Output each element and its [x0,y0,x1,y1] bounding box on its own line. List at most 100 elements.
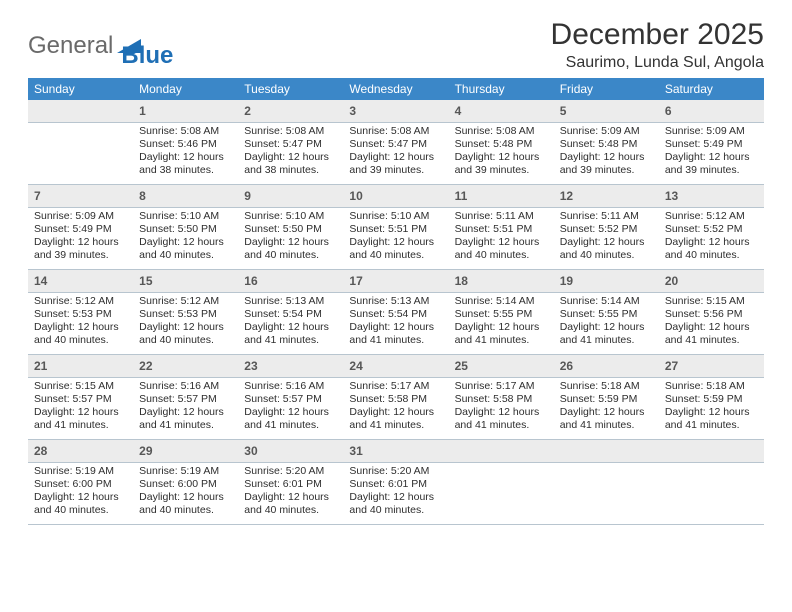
day-number-cell: 3 [343,100,448,123]
day-number-cell: 11 [449,185,554,208]
sunrise-text: Sunrise: 5:12 AM [34,295,127,308]
day-content-cell: Sunrise: 5:13 AMSunset: 5:54 PMDaylight:… [238,293,343,355]
sunset-text: Sunset: 5:55 PM [455,308,548,321]
day-number: 14 [34,274,47,288]
sunset-text: Sunset: 5:51 PM [455,223,548,236]
sunrise-text: Sunrise: 5:15 AM [665,295,758,308]
daylight-text: Daylight: 12 hours and 41 minutes. [665,406,758,432]
day-number-cell: 2 [238,100,343,123]
day-number: 2 [244,104,251,118]
day-content-cell: Sunrise: 5:19 AMSunset: 6:00 PMDaylight:… [133,463,238,525]
sunset-text: Sunset: 5:52 PM [665,223,758,236]
daylight-text: Daylight: 12 hours and 40 minutes. [560,236,653,262]
day-content-cell: Sunrise: 5:16 AMSunset: 5:57 PMDaylight:… [133,378,238,440]
sunset-text: Sunset: 5:49 PM [665,138,758,151]
day-content-cell: Sunrise: 5:17 AMSunset: 5:58 PMDaylight:… [343,378,448,440]
sunrise-text: Sunrise: 5:17 AM [349,380,442,393]
day-content-cell: Sunrise: 5:11 AMSunset: 5:51 PMDaylight:… [449,208,554,270]
day-number: 7 [34,189,41,203]
logo-text-general: General [28,32,113,60]
daylight-text: Daylight: 12 hours and 40 minutes. [665,236,758,262]
daylight-text: Daylight: 12 hours and 39 minutes. [560,151,653,177]
daylight-text: Daylight: 12 hours and 39 minutes. [34,236,127,262]
sunrise-text: Sunrise: 5:13 AM [244,295,337,308]
sunset-text: Sunset: 5:53 PM [139,308,232,321]
daylight-text: Daylight: 12 hours and 40 minutes. [244,491,337,517]
day-number-cell: 12 [554,185,659,208]
sunset-text: Sunset: 5:50 PM [139,223,232,236]
daylight-text: Daylight: 12 hours and 40 minutes. [34,321,127,347]
sunrise-text: Sunrise: 5:12 AM [139,295,232,308]
sunrise-text: Sunrise: 5:19 AM [34,465,127,478]
day-number: 22 [139,359,152,373]
sunset-text: Sunset: 6:01 PM [244,478,337,491]
sunrise-text: Sunrise: 5:11 AM [560,210,653,223]
daylight-text: Daylight: 12 hours and 38 minutes. [139,151,232,177]
day-number: 19 [560,274,573,288]
day-number: 3 [349,104,356,118]
daylight-text: Daylight: 12 hours and 40 minutes. [34,491,127,517]
sunset-text: Sunset: 5:46 PM [139,138,232,151]
day-number: 24 [349,359,362,373]
sunrise-text: Sunrise: 5:14 AM [560,295,653,308]
daynum-row: 21222324252627 [28,355,764,378]
sunset-text: Sunset: 5:55 PM [560,308,653,321]
sunset-text: Sunset: 5:54 PM [349,308,442,321]
weekday-header: Saturday [659,78,764,100]
sunrise-text: Sunrise: 5:16 AM [139,380,232,393]
calendar-table: Sunday Monday Tuesday Wednesday Thursday… [28,78,764,525]
day-number: 18 [455,274,468,288]
sunrise-text: Sunrise: 5:13 AM [349,295,442,308]
daylight-text: Daylight: 12 hours and 41 minutes. [349,321,442,347]
day-content-cell: Sunrise: 5:09 AMSunset: 5:49 PMDaylight:… [659,123,764,185]
daylight-text: Daylight: 12 hours and 41 minutes. [34,406,127,432]
day-content-cell: Sunrise: 5:12 AMSunset: 5:53 PMDaylight:… [28,293,133,355]
daylight-text: Daylight: 12 hours and 40 minutes. [244,236,337,262]
day-content-cell [659,463,764,525]
day-content-cell: Sunrise: 5:09 AMSunset: 5:48 PMDaylight:… [554,123,659,185]
sunset-text: Sunset: 5:57 PM [244,393,337,406]
sunrise-text: Sunrise: 5:10 AM [349,210,442,223]
day-number: 10 [349,189,362,203]
sunrise-text: Sunrise: 5:19 AM [139,465,232,478]
day-number: 12 [560,189,573,203]
day-content-cell: Sunrise: 5:09 AMSunset: 5:49 PMDaylight:… [28,208,133,270]
day-content-cell: Sunrise: 5:11 AMSunset: 5:52 PMDaylight:… [554,208,659,270]
day-number: 9 [244,189,251,203]
day-number: 4 [455,104,462,118]
day-number-cell: 22 [133,355,238,378]
day-content-cell: Sunrise: 5:12 AMSunset: 5:53 PMDaylight:… [133,293,238,355]
day-content-cell: Sunrise: 5:17 AMSunset: 5:58 PMDaylight:… [449,378,554,440]
day-content-cell: Sunrise: 5:14 AMSunset: 5:55 PMDaylight:… [554,293,659,355]
day-number: 26 [560,359,573,373]
daylight-text: Daylight: 12 hours and 41 minutes. [244,321,337,347]
header: General Blue December 2025 Saurimo, Lund… [28,18,764,72]
daylight-text: Daylight: 12 hours and 41 minutes. [455,321,548,347]
sunrise-text: Sunrise: 5:08 AM [244,125,337,138]
day-number: 30 [244,444,257,458]
day-content-cell: Sunrise: 5:15 AMSunset: 5:57 PMDaylight:… [28,378,133,440]
day-number-cell: 17 [343,270,448,293]
sunrise-text: Sunrise: 5:08 AM [349,125,442,138]
location-subtitle: Saurimo, Lunda Sul, Angola [551,54,764,72]
day-content-cell: Sunrise: 5:10 AMSunset: 5:50 PMDaylight:… [238,208,343,270]
day-number: 6 [665,104,672,118]
day-number-cell: 14 [28,270,133,293]
day-content-cell: Sunrise: 5:16 AMSunset: 5:57 PMDaylight:… [238,378,343,440]
daylight-text: Daylight: 12 hours and 40 minutes. [139,491,232,517]
daylight-text: Daylight: 12 hours and 41 minutes. [244,406,337,432]
daylight-text: Daylight: 12 hours and 40 minutes. [349,236,442,262]
day-number: 29 [139,444,152,458]
day-number: 23 [244,359,257,373]
day-number: 31 [349,444,362,458]
day-number: 11 [455,189,468,203]
day-number: 16 [244,274,257,288]
logo: General Blue [28,22,173,70]
sunset-text: Sunset: 5:51 PM [349,223,442,236]
sunrise-text: Sunrise: 5:17 AM [455,380,548,393]
sunset-text: Sunset: 5:57 PM [34,393,127,406]
day-number-cell [28,100,133,123]
day-number-cell: 15 [133,270,238,293]
day-content-cell: Sunrise: 5:10 AMSunset: 5:50 PMDaylight:… [133,208,238,270]
day-content-cell: Sunrise: 5:15 AMSunset: 5:56 PMDaylight:… [659,293,764,355]
